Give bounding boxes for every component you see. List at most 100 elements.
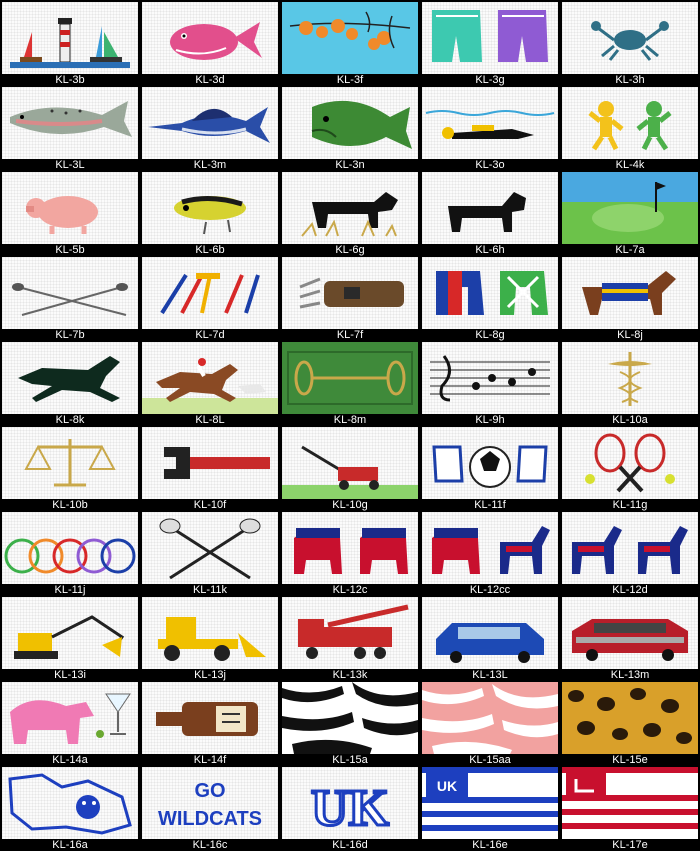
caduceus-icon[interactable] (562, 342, 698, 414)
pink-whale-icon[interactable] (142, 2, 278, 74)
music-staff-icon[interactable] (422, 342, 558, 414)
product-tile[interactable]: KL-12d (560, 510, 700, 596)
product-tile[interactable]: KL-3o (420, 85, 560, 171)
product-tile[interactable]: KL-13k (280, 595, 420, 681)
product-tile[interactable]: KL-5b (0, 170, 140, 256)
leopard-print-icon[interactable] (562, 682, 698, 754)
product-tile[interactable]: KL-3m (140, 85, 280, 171)
running-horse-icon[interactable] (2, 342, 138, 414)
product-tile[interactable]: KL-11g (560, 425, 700, 511)
black-dog-in-grass-icon[interactable] (282, 172, 418, 244)
race-horse-blanket-icon[interactable] (562, 257, 698, 329)
golf-bag-icon[interactable] (282, 257, 418, 329)
product-tile[interactable]: UK KL-16d (280, 765, 420, 851)
bass-fish-icon[interactable] (282, 87, 418, 159)
whiskey-bottle-icon[interactable] (142, 682, 278, 754)
product-tile[interactable]: KL-15aa (420, 680, 560, 766)
product-tile[interactable]: KL-7d (140, 255, 280, 341)
product-tile[interactable]: KL-6h (420, 170, 560, 256)
product-tile[interactable]: KL-11k (140, 510, 280, 596)
product-tile[interactable]: KL-8j (560, 255, 700, 341)
crossed-golf-clubs-icon[interactable] (2, 257, 138, 329)
product-tile[interactable]: KL-8g (420, 255, 560, 341)
product-tile[interactable]: KL-8m (280, 340, 420, 426)
zebra-print-icon[interactable] (282, 682, 418, 754)
trout-icon[interactable] (2, 87, 138, 159)
product-tile[interactable]: KL-3n (280, 85, 420, 171)
horse-and-jockey-icon[interactable] (142, 342, 278, 414)
product-tile[interactable]: KL-15a (280, 680, 420, 766)
product-tile[interactable]: KL-16a (0, 765, 140, 851)
scuba-diver-icon[interactable] (422, 87, 558, 159)
product-tile[interactable]: KL-8k (0, 340, 140, 426)
product-tile[interactable]: KL-9h (420, 340, 560, 426)
golf-tees-icon[interactable] (142, 257, 278, 329)
product-tile[interactable]: KL-13i (0, 595, 140, 681)
product-tile[interactable]: KL-12c (280, 510, 420, 596)
product-tile[interactable]: KL-10f (140, 425, 280, 511)
excavator-icon[interactable] (2, 597, 138, 669)
pink-elephant-martini-icon[interactable] (2, 682, 138, 754)
product-tile[interactable]: KL-8L (140, 340, 280, 426)
product-tile[interactable]: KL-7f (280, 255, 420, 341)
fishing-lure-icon[interactable] (142, 172, 278, 244)
black-lab-icon[interactable] (422, 172, 558, 244)
blue-car-icon[interactable] (422, 597, 558, 669)
jockey-silks-icon[interactable] (422, 257, 558, 329)
bicycle-wheels-icon[interactable] (2, 512, 138, 584)
product-tile[interactable]: KL-3b (0, 0, 140, 86)
product-tile[interactable]: KL-10a (560, 340, 700, 426)
product-tile[interactable]: KL-3f (280, 0, 420, 86)
product-tile[interactable]: KL-10g (280, 425, 420, 511)
product-tile[interactable]: KL-13L (420, 595, 560, 681)
product-tile[interactable]: KL-15e (560, 680, 700, 766)
scales-of-justice-icon[interactable] (2, 427, 138, 499)
product-tile[interactable]: KL-12cc (420, 510, 560, 596)
uk-logo-icon[interactable]: UK (282, 767, 418, 839)
product-tile[interactable]: KL-11j (0, 510, 140, 596)
tennis-rackets-icon[interactable] (562, 427, 698, 499)
uk-flag-stripes-icon[interactable]: UK (422, 767, 558, 839)
product-tile[interactable]: KL-17e (560, 765, 700, 851)
horse-bit-icon[interactable] (282, 342, 418, 414)
product-tile[interactable]: KL-3L (0, 85, 140, 171)
product-tile[interactable]: KL-7b (0, 255, 140, 341)
product-tile[interactable]: KL-10b (0, 425, 140, 511)
democrat-donkeys-icon[interactable] (562, 512, 698, 584)
product-tile[interactable]: KL-11f (420, 425, 560, 511)
dancing-bears-icon[interactable] (562, 87, 698, 159)
product-tile[interactable]: KL-3h (560, 0, 700, 86)
go-wildcats-text-icon[interactable]: GO WILDCATS (142, 767, 278, 839)
pig-icon[interactable] (2, 172, 138, 244)
product-tile[interactable]: KL-14a (0, 680, 140, 766)
sailboats-lighthouse-icon[interactable] (2, 2, 138, 74)
product-tile[interactable]: KL-3g (420, 0, 560, 86)
product-tile[interactable]: KL-6g (280, 170, 420, 256)
lawn-mower-icon[interactable] (282, 427, 418, 499)
crab-icon[interactable] (562, 2, 698, 74)
bulldozer-icon[interactable] (142, 597, 278, 669)
pipe-wrench-icon[interactable] (142, 427, 278, 499)
fire-truck-icon[interactable] (282, 597, 418, 669)
product-tile[interactable]: KL-14f (140, 680, 280, 766)
soccer-ball-gloves-icon[interactable] (422, 427, 558, 499)
red-flag-stripes-icon[interactable] (562, 767, 698, 839)
product-tile[interactable]: KL-6b (140, 170, 280, 256)
red-muscle-car-icon[interactable] (562, 597, 698, 669)
product-tile[interactable]: GO WILDCATS KL-16c (140, 765, 280, 851)
product-tile[interactable]: KL-13j (140, 595, 280, 681)
flowers-on-blue-icon[interactable] (282, 2, 418, 74)
marlin-icon[interactable] (142, 87, 278, 159)
lacrosse-sticks-icon[interactable] (142, 512, 278, 584)
product-tile[interactable]: KL-4k (560, 85, 700, 171)
product-tile[interactable]: UK KL-16e (420, 765, 560, 851)
product-tile[interactable]: KL-3d (140, 0, 280, 86)
elephant-and-donkey-icon[interactable] (422, 512, 558, 584)
product-tile[interactable]: KL-7a (560, 170, 700, 256)
golf-green-icon[interactable] (562, 172, 698, 244)
wildcat-mascot-icon[interactable] (2, 767, 138, 839)
swim-trunks-icon[interactable] (422, 2, 558, 74)
product-tile[interactable]: KL-13m (560, 595, 700, 681)
republican-elephants-icon[interactable] (282, 512, 418, 584)
pink-zebra-print-icon[interactable] (422, 682, 558, 754)
